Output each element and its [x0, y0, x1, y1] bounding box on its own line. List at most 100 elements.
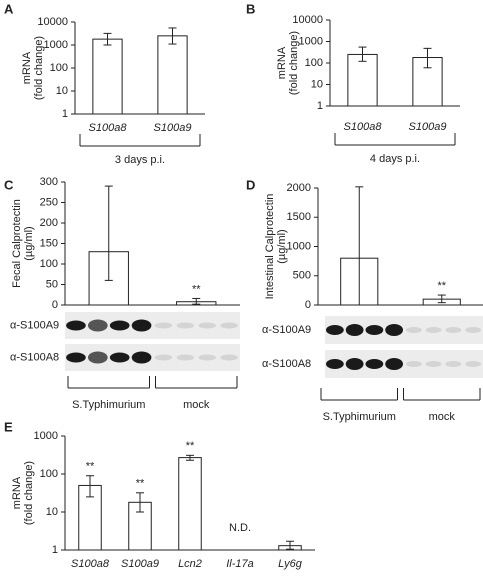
blot-label: α-S100A8 [262, 358, 311, 370]
annotation: ** [86, 461, 95, 473]
annotation: ** [136, 478, 145, 490]
blot-label: α-S100A9 [262, 324, 311, 336]
y-tick-label: 10 [56, 85, 68, 97]
y-tick-label: 250 [40, 196, 58, 208]
y-axis-label: mRNA [21, 51, 33, 84]
y-axis-label: (µg/ml) [276, 229, 288, 263]
bar [178, 457, 202, 551]
x-tick-label: mock [183, 399, 210, 411]
y-axis-label: (fold change) [288, 31, 300, 95]
y-tick-label: 200 [40, 217, 58, 229]
y-tick-label: 2000 [287, 182, 311, 194]
panel-label: A [4, 1, 14, 16]
y-tick-label: 100 [40, 468, 58, 480]
y-tick-label: 100 [50, 62, 68, 74]
y-tick-label: 150 [40, 237, 58, 249]
blot-band [154, 322, 173, 329]
x-tick-label: Ly6g [278, 558, 303, 570]
blot-band [198, 322, 216, 329]
y-tick-label: 50 [46, 278, 58, 290]
y-tick-label: 1000 [34, 430, 58, 442]
blot-band [365, 325, 384, 335]
x-tick-label: S.Typhimurium [323, 411, 396, 423]
blot-band [154, 354, 173, 361]
y-tick-label: 500 [293, 270, 311, 282]
blot-band [345, 324, 364, 336]
x-tick-label: S100a8 [71, 558, 110, 570]
y-tick-label: 0 [305, 299, 311, 311]
bar [92, 38, 123, 115]
blot-band [198, 354, 216, 361]
blot-label: α-S100A8 [10, 351, 59, 363]
y-axis-label: mRNA [276, 46, 288, 79]
x-tick-label: S100a8 [344, 121, 383, 133]
blot-band [365, 359, 384, 369]
y-tick-label: 10 [46, 506, 58, 518]
blot-band [66, 352, 86, 363]
y-tick-label: 1 [62, 108, 68, 120]
blot-label: α-S100A9 [10, 319, 59, 331]
blot-band [325, 325, 344, 335]
x-tick-label: mock [429, 411, 456, 423]
blot-band [405, 361, 422, 367]
panel-label: C [4, 177, 14, 192]
blot-band [87, 319, 108, 332]
y-tick-label: 1500 [287, 211, 311, 223]
y-tick-label: 0 [52, 299, 58, 311]
blot-band [87, 351, 108, 364]
blot-band [425, 327, 442, 333]
blot-band [425, 361, 442, 367]
panel-label: E [4, 419, 13, 434]
y-axis-label: (µg/ml) [23, 226, 35, 260]
y-tick-label: 10000 [37, 16, 68, 28]
blot-band [445, 361, 462, 367]
blot-band [109, 352, 130, 363]
x-tick-label: Lcn2 [178, 558, 202, 570]
y-axis-label: (fold change) [23, 461, 35, 525]
blot-band [385, 324, 404, 336]
bar [157, 35, 188, 115]
blot-band [465, 361, 482, 367]
x-tick-label: S100a8 [89, 122, 128, 134]
y-tick-label: 10 [311, 78, 323, 90]
blot-band [176, 354, 195, 361]
blot-band [220, 354, 238, 361]
annotation: ** [186, 440, 195, 452]
group-label: 4 days p.i. [370, 153, 420, 165]
y-tick-label: 100 [40, 258, 58, 270]
panel-label: B [246, 1, 255, 16]
x-tick-label: S100a9 [154, 122, 192, 134]
blot-band [176, 322, 195, 329]
blot-band [131, 351, 152, 364]
annotation: N.D. [229, 522, 251, 534]
x-tick-label: S.Typhimurium [72, 399, 145, 411]
blot-band [345, 358, 364, 370]
y-tick-label: 300 [40, 176, 58, 188]
blot-band [445, 327, 462, 333]
blot-band [220, 322, 238, 329]
x-tick-label: S100a9 [409, 121, 447, 133]
group-label: 3 days p.i. [115, 154, 165, 166]
y-tick-label: 1 [52, 544, 58, 556]
x-tick-label: Il-17a [226, 558, 254, 570]
bar [347, 53, 378, 107]
annotation: ** [192, 283, 201, 295]
blot-band [465, 327, 482, 333]
blot-band [109, 320, 130, 331]
y-axis-label: Intestinal Calprotectin [264, 194, 276, 300]
blot-band [66, 320, 86, 331]
annotation: ** [437, 280, 446, 292]
blot-band [385, 358, 404, 370]
y-axis-label: mRNA [11, 476, 23, 509]
y-tick-label: 1 [317, 100, 323, 112]
y-axis-label: (fold change) [33, 36, 45, 100]
y-axis-label: Fecal Calprotectin [11, 199, 23, 288]
blot-band [405, 327, 422, 333]
y-tick-label: 1000 [299, 35, 323, 47]
panel-label: D [246, 177, 255, 192]
y-tick-label: 100 [305, 57, 323, 69]
x-tick-label: S100a9 [121, 558, 159, 570]
y-tick-label: 10000 [292, 14, 323, 26]
blot-band [131, 319, 152, 332]
